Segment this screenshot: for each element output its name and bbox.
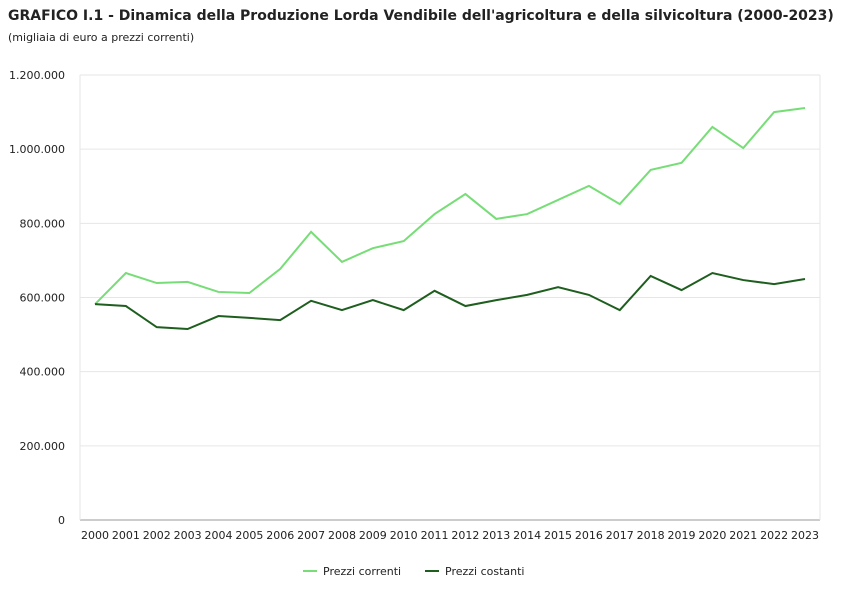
x-tick-label: 2019 (668, 529, 696, 542)
y-tick-label: 600.000 (20, 292, 66, 305)
x-tick-label: 2016 (575, 529, 603, 542)
x-tick-label: 2017 (606, 529, 634, 542)
x-tick-label: 2018 (637, 529, 665, 542)
x-tick-label: 2003 (174, 529, 202, 542)
x-tick-label: 2000 (81, 529, 109, 542)
x-tick-label: 2014 (513, 529, 541, 542)
x-tick-label: 2006 (266, 529, 294, 542)
series-line-prezzi-costanti (94, 271, 806, 331)
y-tick-label: 0 (58, 514, 65, 527)
y-tick-label: 1.200.000 (9, 69, 65, 82)
x-tick-label: 2005 (235, 529, 263, 542)
y-tick-label: 1.000.000 (9, 143, 65, 156)
x-tick-label: 2013 (482, 529, 510, 542)
x-tick-label: 2008 (328, 529, 356, 542)
x-tick-label: 2004 (204, 529, 232, 542)
y-tick-label: 800.000 (20, 217, 66, 230)
y-tick-label: 400.000 (20, 366, 66, 379)
x-tick-label: 2002 (143, 529, 171, 542)
x-tick-label: 2015 (544, 529, 572, 542)
legend-label: Prezzi costanti (445, 565, 525, 578)
x-tick-label: 2007 (297, 529, 325, 542)
x-tick-label: 2023 (791, 529, 819, 542)
legend-label: Prezzi correnti (323, 565, 401, 578)
series-line-prezzi-correnti (94, 107, 806, 305)
x-tick-label: 2001 (112, 529, 140, 542)
x-tick-label: 2010 (390, 529, 418, 542)
x-tick-label: 2009 (359, 529, 387, 542)
y-tick-label: 200.000 (20, 440, 66, 453)
chart-subtitle: (migliaia di euro a prezzi correnti) (8, 31, 195, 44)
x-tick-label: 2020 (698, 529, 726, 542)
x-tick-label: 2012 (451, 529, 479, 542)
x-tick-label: 2011 (421, 529, 449, 542)
chart-title: GRAFICO I.1 - Dinamica della Produzione … (8, 8, 834, 24)
x-tick-label: 2021 (729, 529, 757, 542)
x-tick-label: 2022 (760, 529, 788, 542)
